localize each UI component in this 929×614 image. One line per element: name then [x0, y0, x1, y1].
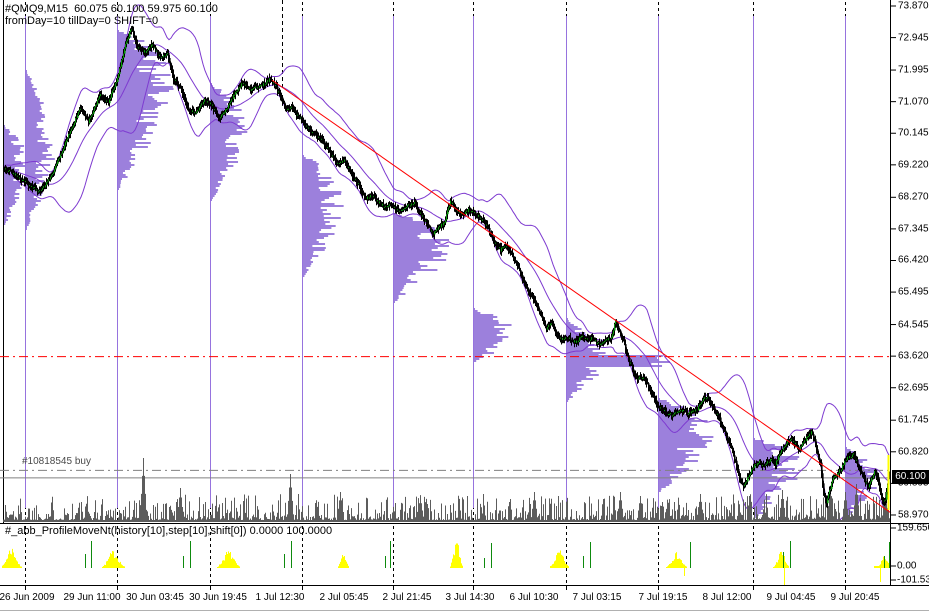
subwindow-axis-label: 159.650 — [897, 522, 929, 534]
x-axis-label: 30 Jun 03:45 — [126, 592, 184, 603]
subwindow-axis-label: 0.00 — [897, 560, 917, 572]
y-axis-label: 64.545 — [898, 319, 929, 331]
x-axis-label: 26 Jun 2009 — [0, 592, 55, 603]
x-axis-label: 9 Jul 04:45 — [766, 592, 816, 603]
y-axis-label: 65.495 — [898, 286, 929, 298]
y-axis-label: 62.695 — [898, 382, 929, 394]
current-price-badge: 60.100 — [892, 470, 929, 484]
y-axis-label: 67.345 — [898, 223, 929, 235]
x-axis-label: 6 Jul 10:30 — [509, 592, 559, 603]
y-axis-label: 69.220 — [898, 159, 929, 171]
x-axis-label: 2 Jul 05:45 — [319, 592, 369, 603]
y-axis-label: 60.820 — [898, 446, 929, 458]
y-axis-label: 73.870 — [898, 0, 929, 12]
subwindow-axis-label: -101.536 — [897, 574, 929, 586]
subwindow-indicator-label: #_abb_ProfileMoveNt(history[10],step[10]… — [5, 525, 333, 537]
y-axis-label: 72.945 — [898, 32, 929, 44]
y-axis-label: 70.145 — [898, 127, 929, 139]
y-axis-label: 68.270 — [898, 191, 929, 203]
x-axis-label: 30 Jun 19:45 — [189, 592, 247, 603]
indicator-params: fromDay=10 tillDay=0 SHIFT=0 — [5, 15, 159, 27]
x-axis-label: 7 Jul 19:15 — [638, 592, 688, 603]
y-axis-label: 58.970 — [898, 509, 929, 521]
x-axis-label: 2 Jul 21:45 — [382, 592, 432, 603]
y-axis-label: 71.995 — [898, 64, 929, 76]
x-axis-label: 9 Jul 20:45 — [830, 592, 880, 603]
order-line-label: #10818545 buy — [22, 456, 91, 467]
y-axis-label: 61.745 — [898, 414, 929, 426]
y-axis-label: 71.070 — [898, 96, 929, 108]
y-axis-label: 66.420 — [898, 254, 929, 266]
x-axis-label: 8 Jul 12:00 — [702, 592, 752, 603]
x-axis-label: 1 Jul 12:30 — [255, 592, 305, 603]
x-axis-label: 29 Jun 11:00 — [63, 592, 121, 603]
x-axis-label: 7 Jul 03:15 — [572, 592, 622, 603]
x-axis-label: 3 Jul 14:30 — [445, 592, 495, 603]
y-axis-label: 63.620 — [898, 350, 929, 362]
chart-symbol-ohlc: #QMQ9,M15 60.075 60.100 59.975 60.100 — [5, 3, 218, 15]
